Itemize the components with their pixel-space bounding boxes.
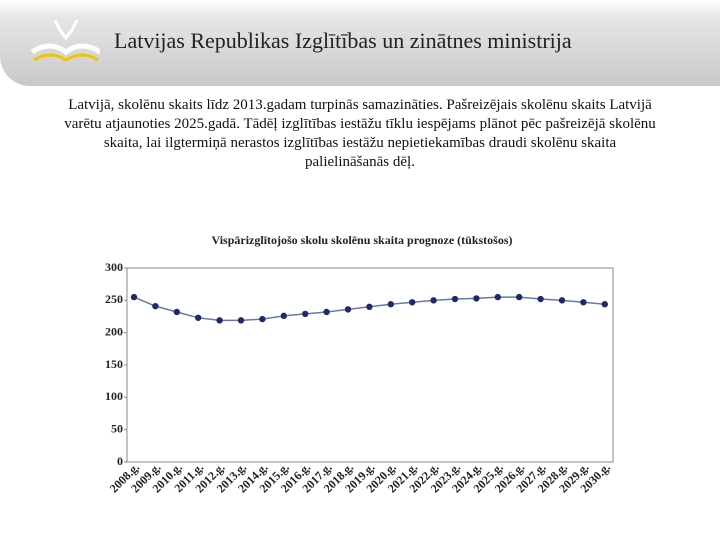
marker <box>387 301 394 308</box>
marker <box>259 315 266 323</box>
y-tick-label: 250 <box>105 292 123 306</box>
marker <box>195 314 202 321</box>
marker <box>430 297 437 304</box>
marker <box>580 299 587 306</box>
marker <box>280 312 287 320</box>
y-tick-label: 150 <box>105 357 123 371</box>
marker <box>366 303 373 310</box>
marker <box>451 295 459 303</box>
header: Latvijas Republikas Izglītības un zinātn… <box>0 0 720 86</box>
y-tick-label: 100 <box>105 389 123 403</box>
header-title: Latvijas Republikas Izglītības un zinātn… <box>114 28 572 53</box>
marker <box>173 308 180 316</box>
logo <box>30 19 100 62</box>
marker <box>601 301 608 308</box>
marker <box>409 299 416 306</box>
marker <box>130 293 138 301</box>
y-tick-label: 50 <box>111 421 123 435</box>
paragraph: Latvijā, skolēnu skaits līdz 2013.gadam … <box>64 97 656 170</box>
marker <box>237 317 245 324</box>
marker <box>216 317 223 324</box>
marker <box>344 306 352 313</box>
marker <box>323 308 330 316</box>
y-tick-label: 0 <box>117 454 123 468</box>
y-tick-label: 200 <box>105 324 123 338</box>
marker <box>516 293 523 301</box>
marker <box>473 295 480 302</box>
marker <box>152 302 159 310</box>
marker <box>494 293 501 301</box>
chart-title: Vispārizglītojošo skolu skolēnu skaita p… <box>211 233 512 247</box>
y-tick-label: 300 <box>105 260 123 274</box>
marker <box>302 310 309 318</box>
marker <box>537 295 544 303</box>
marker <box>558 297 566 304</box>
